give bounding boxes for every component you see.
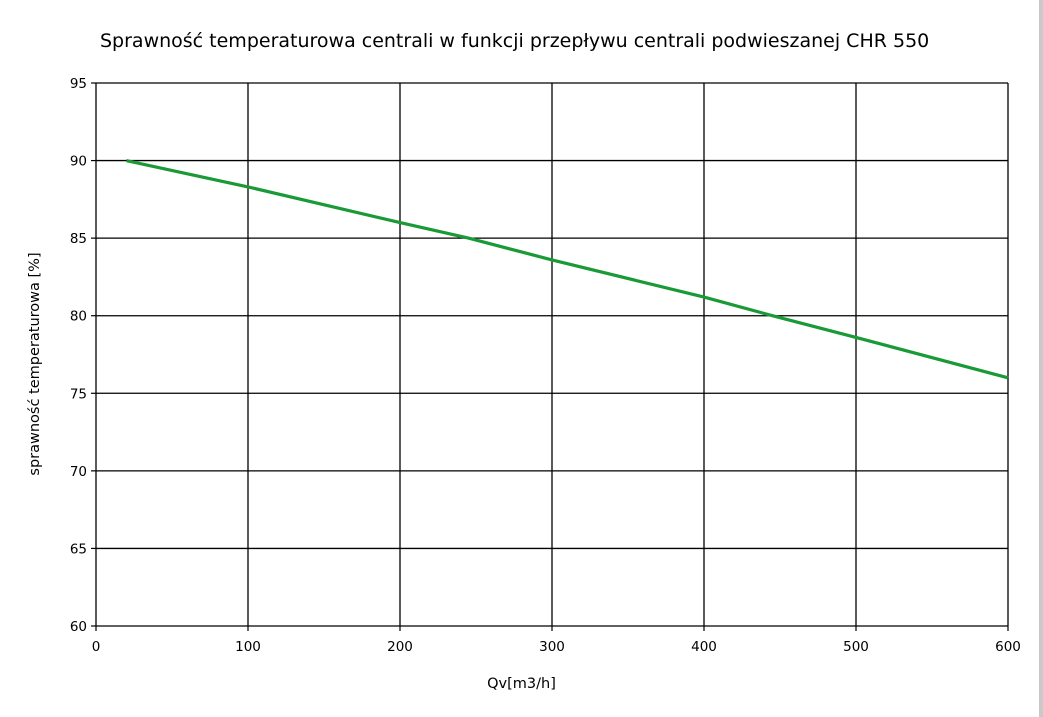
x-tick-label: 600	[995, 639, 1021, 655]
y-tick-label: 70	[70, 464, 87, 480]
chart-title: Sprawność temperaturowa centrali w funkc…	[100, 30, 930, 52]
series-line	[126, 159, 1009, 380]
x-tick-label: 0	[92, 639, 101, 655]
y-axis-label: sprawność temperaturowa [%]	[27, 252, 43, 476]
y-tick-label: 80	[70, 309, 87, 325]
y-tick-label: 75	[70, 386, 87, 402]
y-tick-label: 90	[70, 154, 87, 170]
x-tick-label: 100	[235, 639, 261, 655]
y-tick-label: 95	[70, 76, 87, 92]
x-tick-label: 400	[691, 639, 717, 655]
x-axis-label: Qv[m3/h]	[487, 676, 556, 692]
x-tick-label: 500	[843, 639, 869, 655]
y-tick-label: 60	[70, 619, 87, 635]
window-edge	[1039, 0, 1043, 717]
x-tick-label: 300	[539, 639, 565, 655]
y-tick-label: 85	[70, 231, 87, 247]
x-tick-label: 200	[387, 639, 413, 655]
y-tick-label: 65	[70, 541, 87, 557]
